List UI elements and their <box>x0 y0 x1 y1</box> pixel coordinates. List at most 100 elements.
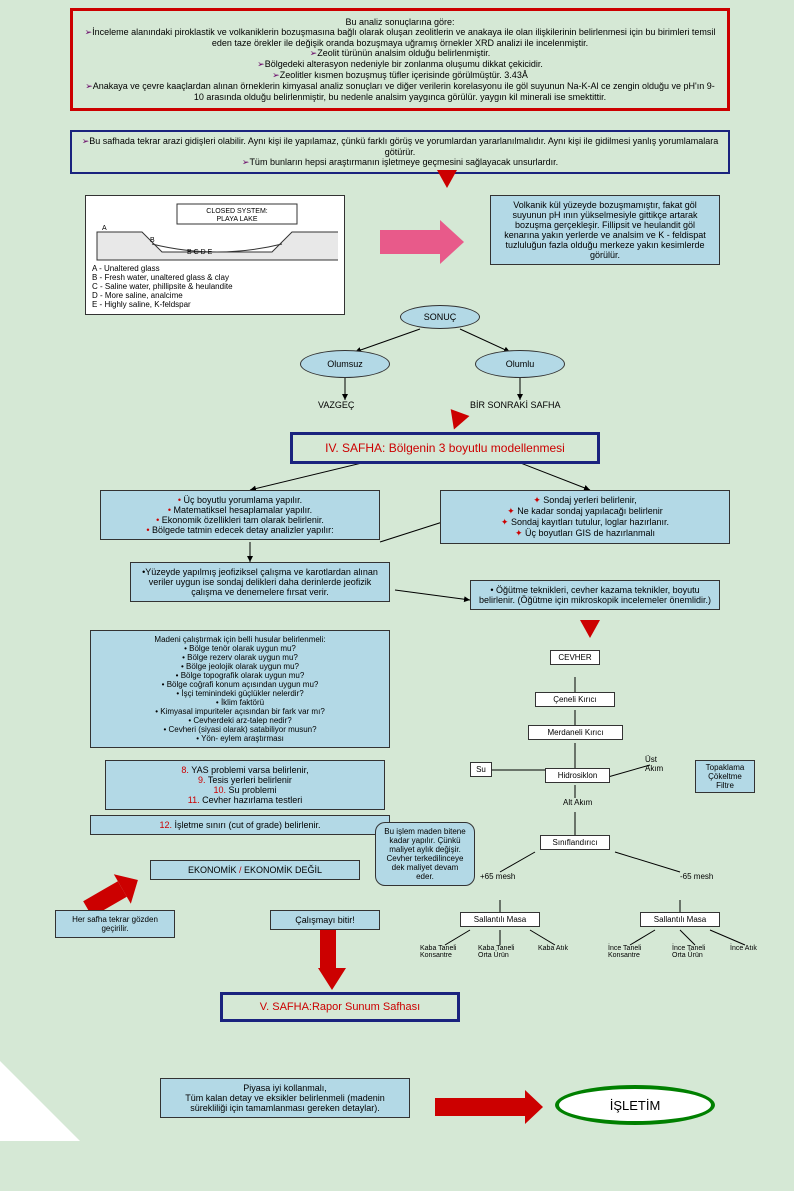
flow-topak: Topaklama Çökeltme Filtre <box>695 760 755 793</box>
positive-label: Olumlu <box>506 359 535 369</box>
finish-box: Çalışmayı bitir! <box>270 910 380 930</box>
repeat-b1: Bu safhada tekrar arazi gidişleri olabil… <box>89 136 718 157</box>
analysis-b3: Bölgedeki alterasyon nedeniyle bir zonla… <box>265 59 543 69</box>
analysis-title: Bu analiz sonuçlarına göre: <box>83 17 717 27</box>
page-fold-icon <box>0 1061 80 1141</box>
flow-m65: -65 mesh <box>680 872 713 881</box>
right-3d-box: ✦ Sondaj yerleri belirlenir, ✦ Ne kadar … <box>440 490 730 544</box>
n9: 9. <box>198 775 206 785</box>
playa-D: D - More saline, analcime <box>92 291 338 300</box>
arrow-stem <box>320 930 336 970</box>
operation-node: İŞLETİM <box>555 1085 715 1125</box>
maden-e: Bölge coğrafi konum açısından uygun mu? <box>167 680 319 689</box>
playa-A: A - Unaltered glass <box>92 264 338 273</box>
phase-4-title: IV. SAFHA: Bölgenin 3 boyutlu modellenme… <box>290 432 600 464</box>
negative-node: Olumsuz <box>300 350 390 378</box>
t9: Tesis yerleri belirlenir <box>208 775 292 785</box>
playa-B: B - Fresh water, unaltered glass & clay <box>92 273 338 282</box>
n12: 12. <box>159 820 172 830</box>
maden-b: Bölge rezerv olarak uygun mu? <box>187 653 298 662</box>
eco-slash: / <box>239 865 242 875</box>
flow-io: İnce Taneli Orta Ürün <box>672 945 716 959</box>
maden-a: Bölge tenör olarak uygun mu? <box>189 644 296 653</box>
market-box: Piyasa iyi kollanmalı, Tüm kalan detay v… <box>160 1078 410 1118</box>
l3d-b: Matematiksel hesaplamalar yapılır. <box>174 505 313 515</box>
flow-ka: Kaba Atık <box>538 945 582 952</box>
svg-text:B C D E: B C D E <box>187 249 213 256</box>
t11: Cevher hazırlama testleri <box>202 795 302 805</box>
svg-text:CLOSED SYSTEM:: CLOSED SYSTEM: <box>206 208 268 215</box>
economic-box: EKONOMİK / EKONOMİK DEĞİL <box>150 860 360 880</box>
l3d-c: Ekonomik özellikleri tam olarak belirlen… <box>162 515 324 525</box>
flow-ust: Üst Akım <box>645 755 675 773</box>
maden-j: Cevheri (siyasi olarak) satabiliyor musu… <box>168 725 316 734</box>
flow-cevher: CEVHER <box>550 650 600 665</box>
maden-title: Madeni çalıştırmak için belli husular be… <box>97 635 383 644</box>
big-red-arrow-icon <box>435 1098 525 1116</box>
grind-box: • Öğütme teknikleri, cevher kazama tekni… <box>470 580 720 610</box>
maden-c: Bölge jeolojik olarak uygun mu? <box>186 662 299 671</box>
n8: 8. <box>181 765 189 775</box>
analysis-summary: Bu analiz sonuçlarına göre: ➢İnceleme al… <box>70 8 730 111</box>
flow-ko: Kaba Taneli Orta Ürün <box>478 945 522 959</box>
flow-sal-r: Sallantılı Masa <box>640 912 720 927</box>
arrow-down-icon <box>445 409 470 433</box>
flow-hidro: Hidrosiklon <box>545 768 610 783</box>
playa-sketch-icon: CLOSED SYSTEM: PLAYA LAKE A B B C D E <box>92 202 338 262</box>
flow-p65: +65 mesh <box>480 872 515 881</box>
numbered-list-2: 12. İşletme sınırı (cut of grade) belirl… <box>90 815 390 835</box>
repeat-note: ➢Bu safhada tekrar arazi gidişleri olabi… <box>70 130 730 174</box>
maden-g: İklim faktörü <box>221 698 264 707</box>
analysis-b1: İnceleme alanındaki piroklastik ve volka… <box>92 27 715 48</box>
flow-ceneli: Çeneli Kırıcı <box>535 692 615 707</box>
analysis-b4: Zeolitler kısmen bozuşmuş tüfler içerisi… <box>280 70 528 80</box>
playa-C: C - Saline water, phillipsite & heulandi… <box>92 282 338 291</box>
result-node: SONUÇ <box>400 305 480 329</box>
flow-sinif: Sınıflandırıcı <box>540 835 610 850</box>
maden-k: Yön- eylem araştırması <box>201 734 284 743</box>
flow-sal-l: Sallantılı Masa <box>460 912 540 927</box>
analysis-b2: Zeolit türünün analsim olduğu belirlenmi… <box>317 48 490 58</box>
playa-diagram: CLOSED SYSTEM: PLAYA LAKE A B B C D E A … <box>85 195 345 315</box>
review-box: Her safha tekrar gözden geçirilir. <box>55 910 175 938</box>
volcanic-note: Volkanik kül yüzeyde bozuşmamıştır, faka… <box>490 195 720 265</box>
process-note: Bu işlem maden bitene kadar yapılır. Çün… <box>375 822 475 886</box>
svg-text:PLAYA LAKE: PLAYA LAKE <box>217 216 258 223</box>
flow-su: Su <box>470 762 492 777</box>
mining-criteria: Madeni çalıştırmak için belli husular be… <box>90 630 390 748</box>
flow-ia: İnce Atık <box>730 945 774 952</box>
next-phase-label: BİR SONRAKİ SAFHA <box>470 400 561 410</box>
r3d-a: Sondaj yerleri belirlenir, <box>543 495 637 505</box>
phase-5-title: V. SAFHA:Rapor Sunum Safhası <box>220 992 460 1022</box>
flow-merdaneli: Merdaneli Kırıcı <box>528 725 623 740</box>
analysis-b5: Anakaya ve çevre kaaçlardan alınan örnek… <box>93 81 715 102</box>
t12: İşletme sınırı (cut of grade) belirlenir… <box>174 820 320 830</box>
maden-d: Bölge topografik olarak uygun mu? <box>181 671 305 680</box>
flow-alt: Alt Akım <box>563 798 593 807</box>
geophys-box: •Yüzeyde yapılmış jeofiziksel çalışma ve… <box>130 562 390 602</box>
maden-h: Kimyasal impuriteler açısından bir fark … <box>160 707 325 716</box>
t10: Su problemi <box>229 785 277 795</box>
eco-no: EKONOMİK DEĞİL <box>244 865 322 875</box>
eco-yes: EKONOMİK <box>188 865 237 875</box>
positive-node: Olumlu <box>475 350 565 378</box>
svg-text:B: B <box>150 237 155 244</box>
maden-i: Cevherdeki arz-talep nedir? <box>193 716 291 725</box>
l3d-d: Bölgede tatmin edecek detay analizler ya… <box>152 525 334 535</box>
repeat-b2: Tüm bunların hepsi araştırmanın işletmey… <box>249 157 558 167</box>
left-3d-box: • Üç boyutlu yorumlama yapılır. • Matema… <box>100 490 380 540</box>
n10: 10. <box>213 785 226 795</box>
r3d-c: Sondaj kayıtları tutulur, loglar hazırla… <box>511 517 669 527</box>
n11: 11. <box>188 795 200 805</box>
maden-f: İşçi teminindeki güçlükler nelerdir? <box>181 689 303 698</box>
negative-label: Olumsuz <box>327 359 363 369</box>
arrow-down-icon <box>580 620 600 638</box>
svg-text:A: A <box>102 225 107 232</box>
playa-E: E - Highly saline, K-feldspar <box>92 300 338 309</box>
numbered-list-1: 8. YAS problemi varsa belirlenir, 9. Tes… <box>105 760 385 810</box>
big-pink-arrow-icon <box>380 230 440 254</box>
r3d-d: Üç boyutları GIS de hazırlanmalı <box>525 528 655 538</box>
arrow-down-icon <box>318 968 346 990</box>
flow-kk: Kaba Taneli Konsantre <box>420 945 464 959</box>
t8: YAS problemi varsa belirlenir, <box>191 765 308 775</box>
